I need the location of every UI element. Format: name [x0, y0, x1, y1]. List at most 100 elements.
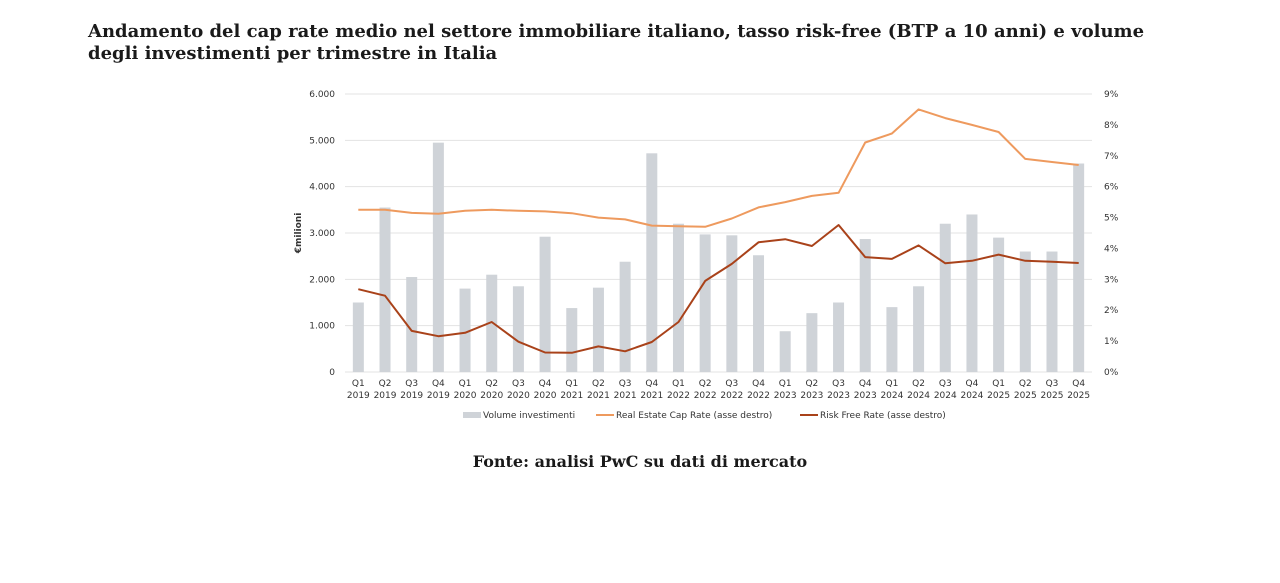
bar-volume: [886, 307, 898, 372]
x-tick-quarter: Q1: [886, 379, 899, 389]
bar-volume: [1073, 163, 1085, 372]
y2-tick-label: 4%: [1104, 244, 1119, 254]
chart-title-line-1: Andamento del cap rate medio nel settore…: [88, 21, 1145, 42]
chart-title-line-2: degli investimenti per trimestre in Ital…: [88, 43, 498, 64]
x-tick-year: 2021: [587, 391, 610, 401]
legend-label: Real Estate Cap Rate (asse destro): [616, 411, 772, 421]
legend-label: Risk Free Rate (asse destro): [820, 411, 946, 421]
y-tick-label: 2.000: [309, 275, 335, 285]
x-tick-quarter: Q3: [512, 379, 525, 389]
y2-tick-label: 8%: [1104, 121, 1119, 131]
x-tick-quarter: Q1: [779, 379, 792, 389]
x-tick-year: 2019: [427, 391, 450, 401]
bar-volume: [432, 142, 444, 372]
legend-label: Volume investimenti: [483, 411, 575, 421]
bar-volume: [779, 331, 791, 372]
bar-volume: [672, 223, 684, 372]
bar-volume: [993, 237, 1005, 372]
y-tick-label: 6.000: [309, 90, 335, 100]
bar-volume: [646, 153, 658, 372]
x-tick-year: 2025: [1067, 391, 1090, 401]
bar-volume: [833, 302, 845, 372]
x-tick-quarter: Q1: [992, 379, 1005, 389]
x-tick-quarter: Q1: [352, 379, 365, 389]
y-tick-label: 1.000: [309, 322, 335, 332]
x-tick-quarter: Q2: [1019, 379, 1032, 389]
bar-volume: [406, 277, 418, 372]
bar-volume: [806, 313, 818, 372]
x-tick-year: 2020: [454, 391, 477, 401]
x-tick-year: 2019: [347, 391, 370, 401]
x-tick-year: 2022: [694, 391, 717, 401]
source-note: Fonte: analisi PwC su dati di mercato: [472, 452, 808, 471]
y2-tick-label: 9%: [1104, 90, 1119, 100]
x-tick-quarter: Q4: [752, 379, 765, 389]
bar-volume: [913, 286, 925, 372]
bar-volume: [592, 287, 604, 372]
x-tick-year: 2021: [640, 391, 663, 401]
bar-volume: [1019, 251, 1031, 372]
y2-tick-label: 0%: [1104, 368, 1119, 378]
x-tick-year: 2020: [480, 391, 503, 401]
y2-tick-label: 5%: [1104, 214, 1119, 224]
bar-volume: [1046, 251, 1058, 372]
x-tick-quarter: Q1: [672, 379, 685, 389]
bar-volume: [966, 214, 978, 372]
x-tick-year: 2022: [720, 391, 743, 401]
y-axis-label: €milioni: [294, 213, 304, 255]
x-tick-quarter: Q3: [832, 379, 845, 389]
bar-volume: [352, 302, 364, 372]
bar-volume: [859, 239, 871, 372]
y2-tick-label: 1%: [1104, 337, 1119, 347]
bar-volume: [379, 207, 391, 372]
x-tick-year: 2024: [960, 391, 983, 401]
x-tick-year: 2021: [614, 391, 637, 401]
x-tick-quarter: Q2: [485, 379, 498, 389]
x-tick-year: 2024: [934, 391, 957, 401]
x-tick-quarter: Q3: [939, 379, 952, 389]
x-tick-year: 2025: [987, 391, 1010, 401]
x-tick-year: 2022: [747, 391, 770, 401]
x-tick-year: 2020: [534, 391, 557, 401]
x-tick-year: 2025: [1041, 391, 1064, 401]
y2-tick-label: 3%: [1104, 275, 1119, 285]
bar-volume: [939, 223, 951, 372]
legend-swatch-volume: [463, 412, 481, 418]
x-tick-quarter: Q1: [459, 379, 472, 389]
x-tick-quarter: Q3: [619, 379, 632, 389]
x-tick-year: 2024: [880, 391, 903, 401]
bar-volume: [486, 274, 498, 372]
bar-volume: [699, 234, 711, 372]
combo-chart: 0 1.000 2.000 3.000 4.000 5.000 6.000 0% 1% 2% 3% 4…: [294, 90, 1119, 421]
y2-tick-label: 6%: [1104, 183, 1119, 193]
x-tick-year: 2024: [907, 391, 930, 401]
bar-volume: [619, 261, 631, 372]
x-tick-quarter: Q2: [805, 379, 818, 389]
x-tick-quarter: Q4: [966, 379, 979, 389]
x-tick-quarter: Q4: [432, 379, 445, 389]
bar-volume: [539, 236, 551, 372]
x-tick-year: 2019: [400, 391, 423, 401]
x-tick-year: 2019: [374, 391, 397, 401]
bar-volume: [512, 286, 524, 372]
x-tick-quarter: Q3: [405, 379, 418, 389]
line-risk-free: [358, 224, 1079, 354]
line-cap-rate: [358, 108, 1079, 228]
y2-tick-label: 7%: [1104, 152, 1119, 162]
x-tick-year: 2023: [800, 391, 823, 401]
x-tick-quarter: Q2: [379, 379, 392, 389]
x-tick-quarter: Q1: [565, 379, 578, 389]
bar-volume: [566, 308, 578, 372]
x-tick-quarter: Q3: [725, 379, 738, 389]
x-tick-quarter: Q4: [539, 379, 552, 389]
bar-volume: [459, 288, 471, 372]
y-tick-label: 3.000: [309, 229, 335, 239]
y2-tick-label: 2%: [1104, 306, 1119, 316]
x-tick-quarter: Q2: [912, 379, 925, 389]
x-tick-year: 2022: [667, 391, 690, 401]
x-tick-quarter: Q4: [859, 379, 872, 389]
x-tick-quarter: Q2: [592, 379, 605, 389]
x-tick-quarter: Q4: [1072, 379, 1085, 389]
x-tick-year: 2023: [854, 391, 877, 401]
bar-volume: [726, 235, 738, 372]
